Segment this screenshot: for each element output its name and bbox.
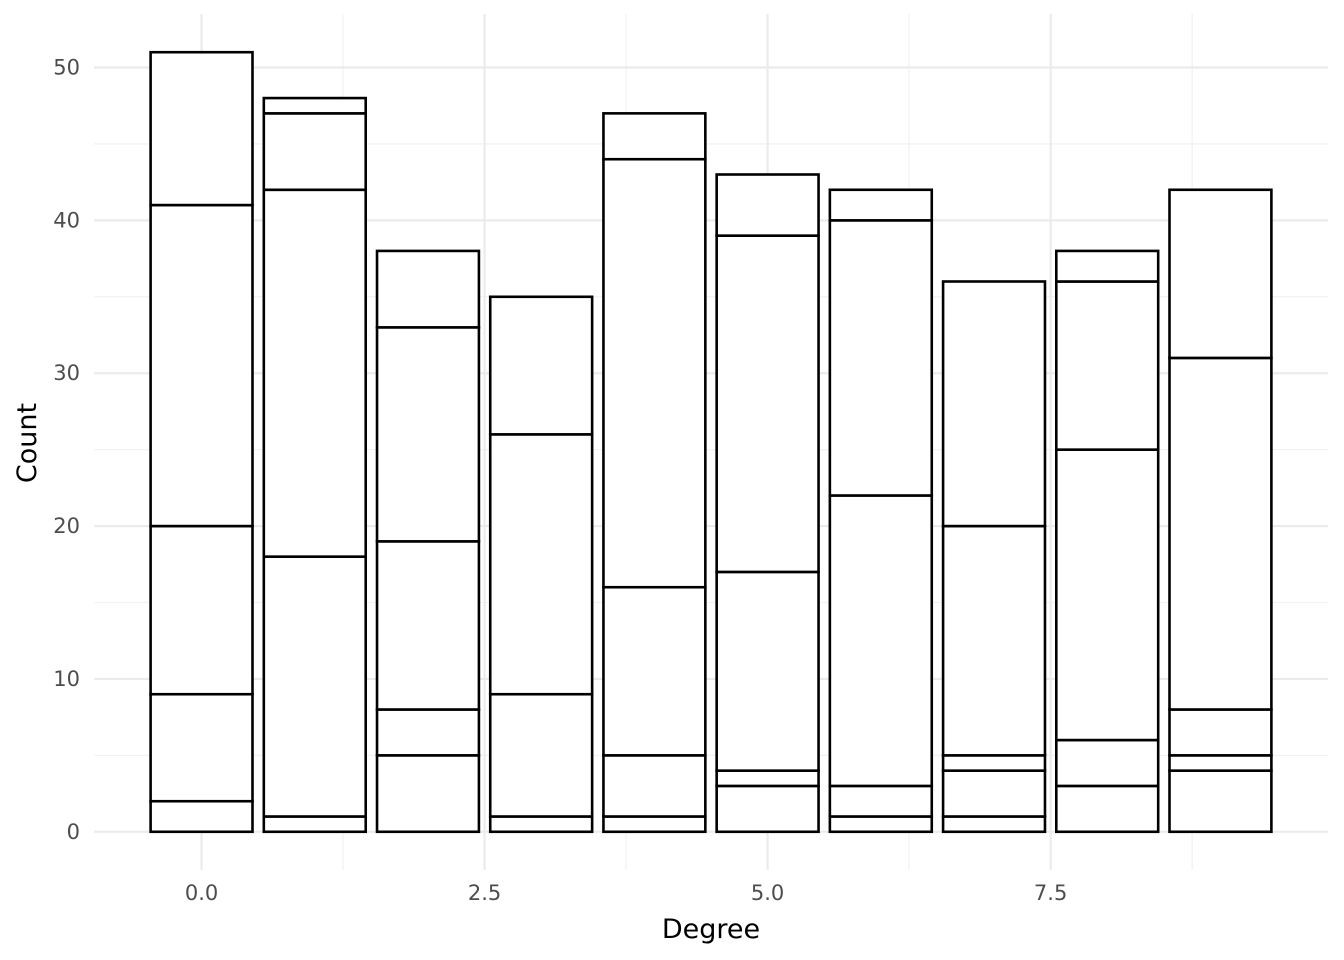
bar-stack-0	[149, 50, 254, 834]
bar-segment	[375, 249, 481, 329]
y-axis-title: Count	[12, 403, 43, 483]
bar-segment	[828, 784, 934, 818]
bar-segment	[375, 754, 481, 834]
bar-segment	[262, 188, 368, 558]
bar-segment	[941, 815, 1047, 834]
bar-segment	[602, 112, 707, 161]
bar-segment	[1054, 280, 1160, 451]
bar-segment	[828, 815, 934, 834]
bar-segment	[715, 570, 820, 772]
bar-segment	[262, 96, 368, 115]
bar-segment	[941, 769, 1047, 818]
x-tick-label: 2.5	[468, 881, 501, 905]
bar-segment	[1054, 448, 1160, 742]
bar-segment	[262, 112, 368, 192]
bar-segment	[941, 280, 1047, 528]
bar-stack-7	[941, 280, 1047, 834]
bar-segment	[375, 708, 481, 757]
y-tick-label: 10	[53, 667, 80, 691]
bar-segment	[488, 433, 594, 696]
bar-segment	[1168, 356, 1273, 711]
bar-segment	[488, 295, 594, 436]
bar-segment	[375, 540, 481, 711]
x-tick-label: 7.5	[1034, 881, 1067, 905]
bar-segment	[828, 494, 934, 788]
bar-segment	[488, 692, 594, 818]
bar-segment	[149, 203, 254, 528]
bar-segment	[262, 555, 368, 818]
bar-stack-1	[262, 96, 368, 834]
x-tick-label: 5.0	[751, 881, 784, 905]
bar-segment	[1054, 784, 1160, 834]
bar-segment	[1168, 708, 1273, 757]
bar-segment	[602, 815, 707, 834]
bar-segment	[602, 585, 707, 757]
bar-stack-9	[1168, 188, 1273, 834]
y-tick-label: 0	[67, 820, 80, 844]
y-tick-label: 20	[53, 514, 80, 538]
bar-stack-4	[602, 112, 707, 834]
bar-stack-6	[828, 188, 934, 834]
bar-segment	[1054, 249, 1160, 283]
bar-stack-5	[715, 173, 820, 834]
bar-segment	[1054, 738, 1160, 788]
bars	[149, 50, 1273, 834]
x-axis-ticks: 0.0 2.5 5.0 7.5	[185, 881, 1067, 905]
bar-segment	[1168, 188, 1273, 360]
bar-stack-2	[375, 249, 481, 834]
bar-segment	[375, 326, 481, 543]
bar-stack-3	[488, 295, 594, 834]
bar-segment	[149, 799, 254, 834]
y-tick-label: 50	[53, 56, 80, 80]
bar-segment	[715, 769, 820, 788]
bar-segment	[941, 754, 1047, 772]
bar-segment	[1168, 754, 1273, 772]
bar-segment	[828, 219, 934, 497]
bar-stack-8	[1054, 249, 1160, 834]
bar-segment	[488, 815, 594, 834]
bar-segment	[941, 524, 1047, 757]
bar-segment	[602, 157, 707, 589]
x-tick-label: 0.0	[185, 881, 218, 905]
bar-segment	[149, 50, 254, 207]
x-axis-title: Degree	[662, 914, 760, 945]
bar-segment	[602, 754, 707, 818]
bar-segment	[1168, 769, 1273, 834]
bar-segment	[149, 524, 254, 696]
y-tick-label: 40	[53, 208, 80, 232]
bar-segment	[715, 784, 820, 834]
bar-segment	[262, 815, 368, 834]
y-tick-label: 30	[53, 361, 80, 385]
bar-segment	[149, 692, 254, 803]
y-axis-ticks: 0 10 20 30 40 50	[53, 56, 80, 844]
bar-segment	[828, 188, 934, 222]
bar-segment	[715, 234, 820, 574]
bar-segment	[715, 173, 820, 237]
